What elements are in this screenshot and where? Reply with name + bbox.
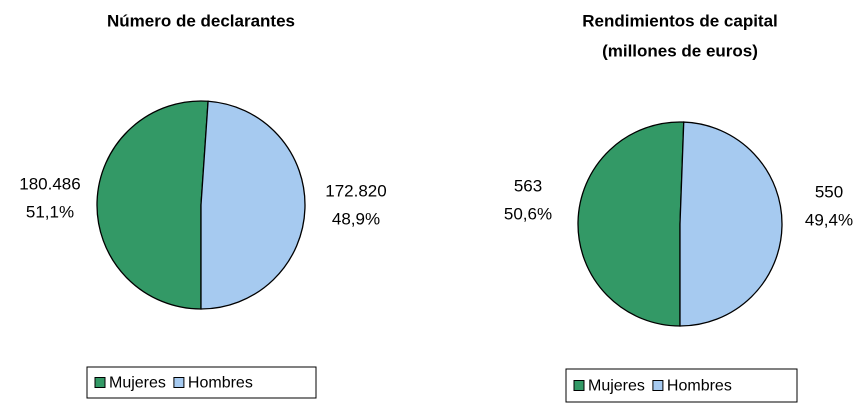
legend-swatch [652, 380, 664, 391]
legend-label: Hombres [188, 375, 253, 392]
legend-label: Mujeres [109, 375, 166, 392]
percent-label: 49,4% [805, 210, 853, 229]
percent-label: 48,9% [332, 209, 380, 228]
pie-slice [577, 121, 685, 327]
percent-label: 51,1% [26, 202, 74, 221]
pie-slice [200, 100, 306, 310]
value-label: 180.486 [19, 174, 80, 193]
value-label: 563 [514, 176, 542, 195]
chart-title: Número de declarantes [107, 11, 295, 30]
legend-swatch [94, 377, 106, 388]
value-label: 172.820 [325, 181, 386, 200]
legend-box [86, 366, 317, 399]
percent-label: 50,6% [504, 204, 552, 223]
legend-box [565, 368, 798, 403]
legend-swatch [173, 377, 185, 388]
pie-slice [679, 121, 783, 327]
legend-label: Hombres [667, 378, 732, 395]
legend-label: Mujeres [588, 378, 645, 395]
pie-slice [96, 100, 209, 310]
value-label: 550 [815, 182, 843, 201]
chart-title: (millones de euros) [602, 41, 758, 60]
chart-title: Rendimientos de capital [582, 11, 778, 30]
legend-swatch [573, 380, 585, 391]
